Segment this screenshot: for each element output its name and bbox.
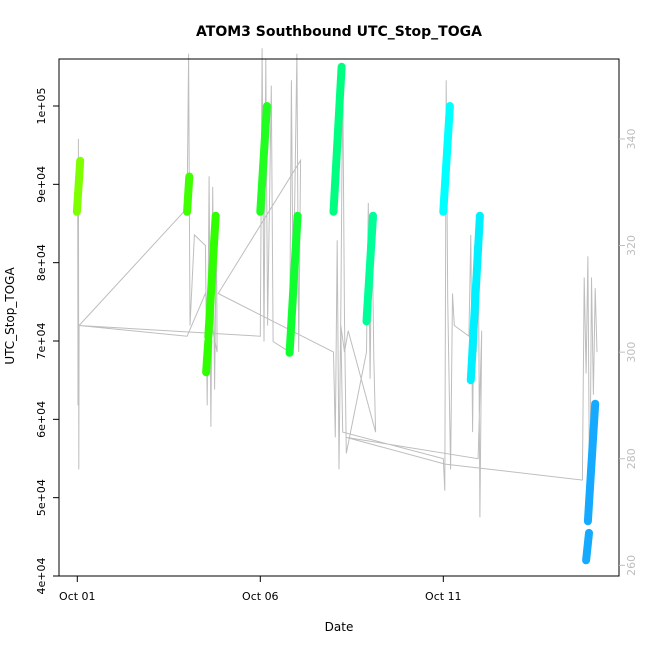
series-segment-1 bbox=[183, 172, 194, 216]
x-tick-label-2: Oct 11 bbox=[425, 590, 462, 603]
series-segment-3 bbox=[204, 211, 220, 342]
series-segment-8 bbox=[439, 102, 454, 216]
y2-tick-label-3: 320 bbox=[625, 235, 638, 256]
y-axis-right: 260 280 300 320 340 bbox=[619, 128, 638, 576]
series-segment-2 bbox=[202, 337, 213, 377]
series-segment-11 bbox=[583, 399, 600, 526]
series-segment-10 bbox=[582, 528, 593, 565]
series-segment-4 bbox=[256, 102, 271, 216]
y-tick-label-2: 6e+04 bbox=[35, 401, 48, 438]
y2-tick-label-1: 280 bbox=[625, 448, 638, 469]
x-axis: Oct 01 Oct 06 Oct 11 bbox=[59, 575, 462, 603]
series-segment-5 bbox=[285, 211, 302, 357]
series-segment-7 bbox=[362, 211, 377, 326]
y2-tick-label-4: 340 bbox=[625, 128, 638, 149]
y-tick-label-4: 8e+04 bbox=[35, 244, 48, 281]
y2-tick-label-0: 260 bbox=[625, 555, 638, 576]
series-group bbox=[72, 62, 600, 565]
x-tick-label-1: Oct 06 bbox=[242, 590, 279, 603]
series-segment-0 bbox=[72, 156, 85, 216]
y-tick-label-1: 5e+04 bbox=[35, 479, 48, 516]
series-segment-6 bbox=[329, 62, 346, 216]
x-axis-label: Date bbox=[325, 620, 354, 634]
y-axis-label: UTC_Stop_TOGA bbox=[3, 267, 17, 365]
chart-title: ATOM3 Southbound UTC_Stop_TOGA bbox=[196, 24, 482, 40]
y-axis-left: 4e+04 5e+04 6e+04 7e+04 8e+04 9e+04 1e+05 bbox=[35, 88, 60, 595]
x-tick-label-0: Oct 01 bbox=[59, 590, 96, 603]
y-tick-label-3: 7e+04 bbox=[35, 323, 48, 360]
y-tick-label-0: 4e+04 bbox=[35, 558, 48, 595]
y-tick-label-5: 9e+04 bbox=[35, 166, 48, 203]
series-segment-9 bbox=[466, 211, 484, 385]
y-tick-label-6: 1e+05 bbox=[35, 88, 48, 125]
y2-tick-label-2: 300 bbox=[625, 342, 638, 363]
